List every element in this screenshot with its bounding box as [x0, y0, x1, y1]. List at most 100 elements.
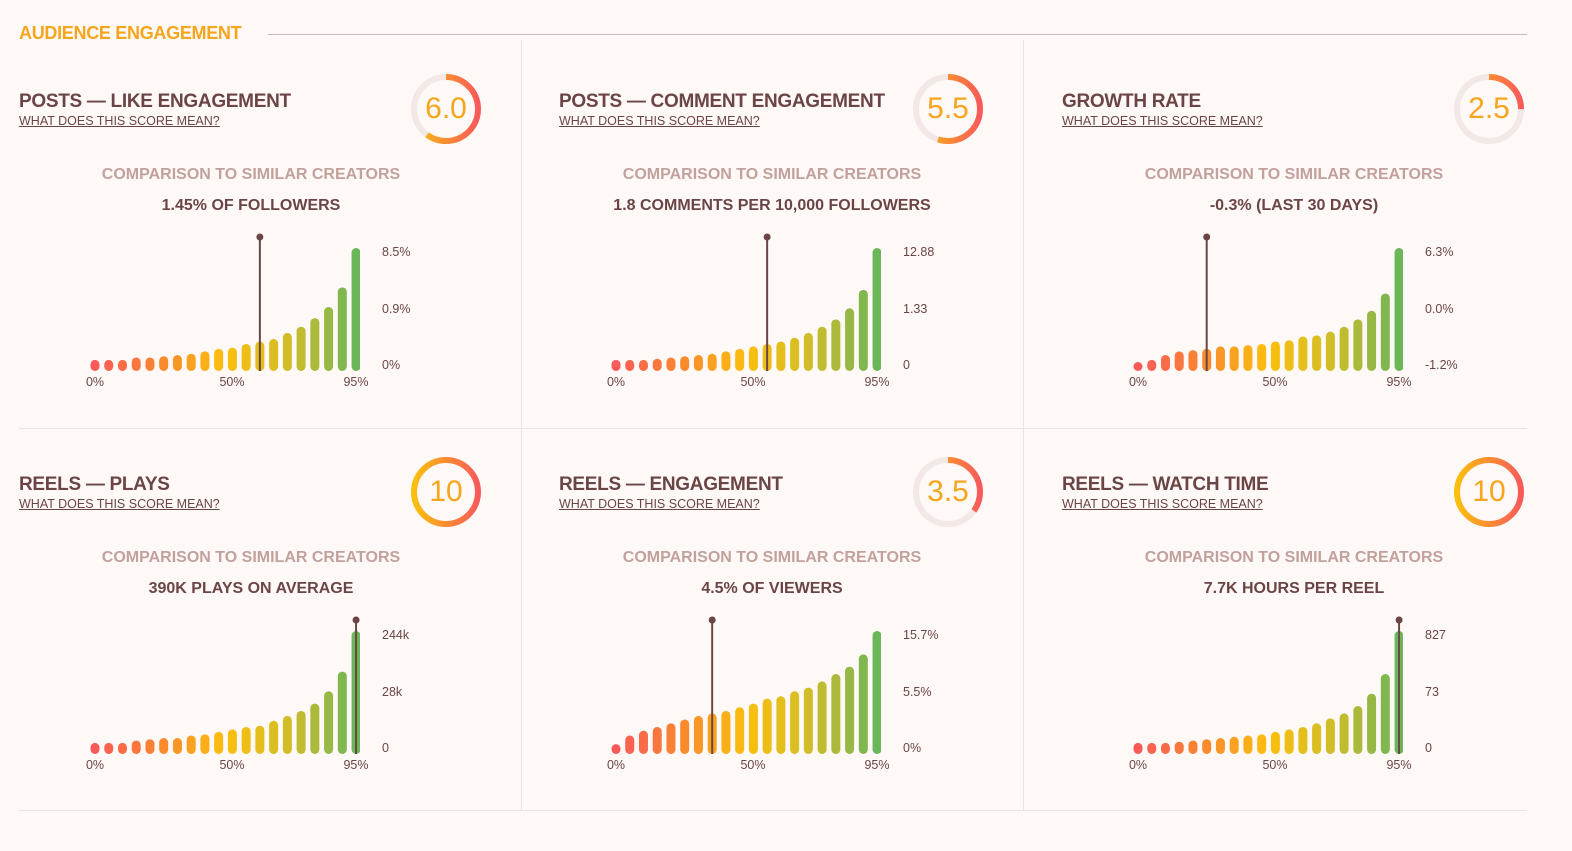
percentile-bar [227, 729, 237, 754]
percentile-bar [1312, 723, 1322, 754]
percentile-bar [611, 744, 621, 754]
percentile-bar [241, 343, 251, 371]
percentile-bar [872, 248, 881, 371]
percentile-bar [269, 720, 279, 754]
score-card: POSTS — COMMENT ENGAGEMENT WHAT DOES THI… [521, 0, 1041, 389]
score-value: 5.5 [927, 92, 969, 125]
y-tick-label: 15.7% [903, 628, 939, 642]
percentile-bar [1353, 706, 1363, 754]
percentile-bar [145, 739, 155, 754]
x-tick-label: 50% [219, 758, 245, 772]
percentile-bar [324, 691, 334, 754]
x-tick-label: 0% [606, 758, 626, 772]
score-ring-fill [913, 457, 983, 527]
x-tick-label: 95% [864, 375, 890, 389]
comparison-label: COMPARISON TO SIMILAR CREATORS [1144, 549, 1444, 566]
percentile-bar [1133, 362, 1143, 371]
score-ring-fill [411, 74, 481, 144]
section-title: AUDIENCE ENGAGEMENT [19, 23, 242, 43]
x-tick-label: 0% [85, 375, 105, 389]
percentile-bar [159, 738, 169, 754]
score-meaning-link[interactable]: WHAT DOES THIS SCORE MEAN? [1062, 114, 1263, 128]
score-card: REELS — WATCH TIME WHAT DOES THIS SCORE … [1043, 383, 1563, 772]
x-tick-label: 95% [1386, 758, 1412, 772]
score-meaning-link[interactable]: WHAT DOES THIS SCORE MEAN? [1062, 497, 1263, 511]
percentile-bar [324, 307, 334, 371]
percentile-bar [117, 742, 127, 754]
percentile-bar [1284, 340, 1294, 371]
percentile-bar [296, 326, 306, 371]
score-ring: 3.5 [912, 456, 984, 528]
bars-svg [90, 233, 360, 371]
creator-position-marker-dot [1203, 233, 1211, 241]
percentile-bar [638, 359, 648, 371]
percentile-bar [845, 308, 855, 371]
percentile-bar [1380, 674, 1390, 754]
y-tick-label: 0.9% [382, 302, 411, 316]
percentile-bar [625, 735, 635, 754]
percentile-bar [1353, 319, 1363, 371]
percentile-bar [1257, 343, 1267, 371]
percentile-bar [748, 703, 758, 754]
percentile-bar [282, 332, 292, 371]
percentile-bar [269, 339, 279, 371]
percentile-bar [104, 742, 114, 754]
row-divider [19, 428, 1527, 429]
percentile-bar [817, 326, 827, 371]
x-tick-label: 50% [1262, 758, 1288, 772]
percentile-bar [721, 351, 731, 371]
percentile-bar [693, 715, 703, 754]
percentile-bar [652, 726, 662, 754]
percentile-bar [1229, 346, 1239, 371]
score-ring-graphic [1454, 74, 1524, 144]
card-title: GROWTH RATE [1062, 91, 1201, 112]
percentile-chart: 8.5% 0.9% 0% 0% 50% 95% [60, 225, 460, 395]
score-ring-fill [411, 457, 481, 527]
comparison-value: -0.3% (LAST 30 DAYS) [1209, 197, 1379, 214]
percentile-bar [1298, 726, 1308, 754]
percentile-bar [1394, 248, 1403, 371]
y-tick-label: 28k [382, 685, 403, 699]
percentile-bar [790, 337, 800, 371]
comparison-label: COMPARISON TO SIMILAR CREATORS [101, 549, 401, 566]
percentile-chart: 244k 28k 0 0% 50% 95% [60, 608, 460, 778]
percentile-bar [131, 740, 141, 754]
percentile-bar [735, 707, 745, 754]
card-title: REELS — ENGAGEMENT [559, 474, 783, 495]
percentile-bar [214, 348, 224, 371]
percentile-bar [310, 703, 320, 754]
percentile-bar [227, 347, 237, 371]
y-tick-label: 73 [1425, 685, 1439, 699]
score-meaning-link[interactable]: WHAT DOES THIS SCORE MEAN? [559, 497, 760, 511]
score-meaning-link[interactable]: WHAT DOES THIS SCORE MEAN? [559, 114, 760, 128]
comparison-label: COMPARISON TO SIMILAR CREATORS [1144, 166, 1444, 183]
y-tick-label: 12.88 [903, 245, 935, 259]
score-card: GROWTH RATE WHAT DOES THIS SCORE MEAN? 2… [1043, 0, 1563, 389]
score-value: 3.5 [927, 475, 969, 508]
percentile-bar [680, 356, 690, 371]
score-ring-graphic [411, 74, 481, 144]
percentile-chart: 6.3% 0.0% -1.2% 0% 50% 95% [1103, 225, 1503, 395]
creator-position-marker-dot [1395, 616, 1403, 624]
percentile-bar [762, 698, 772, 754]
score-meaning-link[interactable]: WHAT DOES THIS SCORE MEAN? [19, 114, 220, 128]
percentile-bar [611, 359, 621, 371]
comparison-value: 7.7K HOURS PER REEL [1203, 580, 1385, 597]
score-meaning-link[interactable]: WHAT DOES THIS SCORE MEAN? [19, 497, 220, 511]
score-card: REELS — ENGAGEMENT WHAT DOES THIS SCORE … [521, 383, 1041, 772]
percentile-bar [104, 359, 114, 371]
percentile-bar [735, 348, 745, 371]
percentile-bar [282, 715, 292, 754]
x-tick-label: 95% [343, 375, 369, 389]
percentile-bar [1174, 741, 1184, 754]
percentile-bar [680, 719, 690, 754]
percentile-bar [1257, 734, 1267, 754]
percentile-bar [200, 734, 210, 754]
y-tick-label: 0 [903, 358, 910, 372]
percentile-bar [817, 681, 827, 754]
x-tick-label: 95% [864, 758, 890, 772]
percentile-bar [1188, 740, 1198, 754]
score-value: 6.0 [425, 92, 467, 125]
bars-svg [611, 616, 881, 754]
y-tick-label: 1.33 [903, 302, 928, 316]
